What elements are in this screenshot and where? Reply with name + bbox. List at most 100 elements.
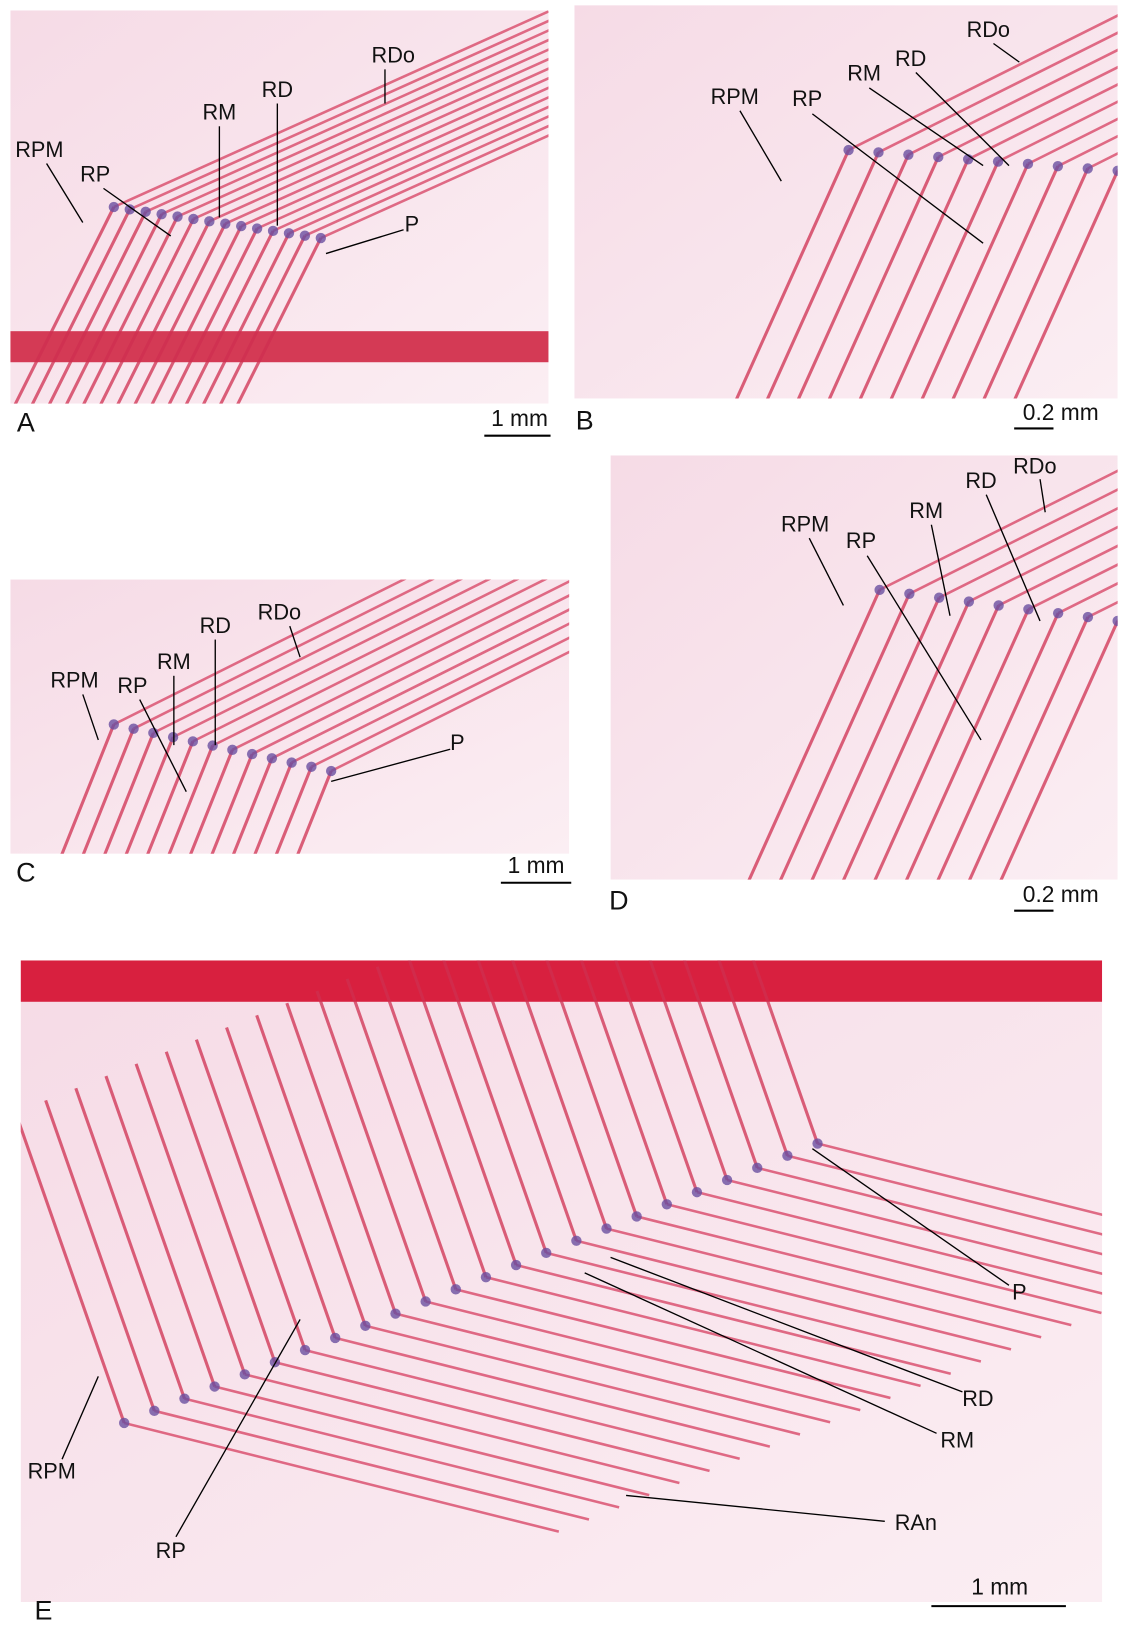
structure-label: RP	[117, 673, 147, 698]
joint	[128, 723, 138, 733]
joint	[511, 1260, 521, 1270]
structure-label: RPM	[15, 137, 63, 162]
joint	[326, 766, 336, 776]
structure-label: P	[405, 211, 420, 236]
joint	[752, 1163, 762, 1173]
panel: RDo RD RM RPM RP B 0.2 mm	[574, 0, 1128, 481]
joint	[188, 736, 198, 746]
joint	[149, 1406, 159, 1416]
structure-label: RM	[909, 498, 943, 523]
joint	[964, 596, 974, 606]
structure-label: RM	[940, 1427, 974, 1452]
structure-label: RP	[846, 528, 876, 553]
joint	[662, 1199, 672, 1209]
joint	[481, 1272, 491, 1282]
joint	[933, 152, 943, 162]
joint	[903, 150, 913, 160]
structure-label: P	[1012, 1279, 1027, 1304]
joint	[1112, 166, 1122, 176]
figure: RDoRDRMRPMRPPA1 mmRDoRDRMRPMRPB0.2 mmRDo…	[0, 0, 1128, 1631]
joint	[1112, 616, 1122, 626]
joint	[451, 1284, 461, 1294]
joint	[601, 1223, 611, 1233]
joint	[207, 740, 217, 750]
joint	[240, 1369, 250, 1379]
specimen-photo	[16, 833, 1128, 1602]
joint	[993, 600, 1003, 610]
joint	[571, 1236, 581, 1246]
structure-label: RD	[962, 1386, 993, 1411]
joint	[119, 1418, 129, 1428]
joint	[904, 589, 914, 599]
joint	[722, 1175, 732, 1185]
joint	[188, 214, 198, 224]
joint	[172, 211, 182, 221]
joint	[843, 145, 853, 155]
joint	[1023, 159, 1033, 169]
joint	[360, 1321, 370, 1331]
joint	[316, 233, 326, 243]
structure-label: P	[450, 730, 465, 755]
structure-label: RM	[847, 60, 881, 85]
joint	[812, 1138, 822, 1148]
panel-letter: D	[609, 886, 628, 916]
structure-label: RP	[80, 162, 110, 187]
joint	[1083, 612, 1093, 622]
joint	[109, 202, 119, 212]
structure-label: RP	[156, 1538, 186, 1563]
joint	[1053, 608, 1063, 618]
structure-label: RM	[203, 100, 237, 125]
structure-label: RD	[895, 46, 926, 71]
joint	[168, 732, 178, 742]
joint	[267, 753, 277, 763]
joint	[252, 223, 262, 233]
fin-ray	[1118, 0, 1128, 171]
structure-label: RDo	[258, 599, 301, 624]
panel-letter: B	[576, 405, 594, 435]
joint	[934, 592, 944, 602]
joint	[179, 1393, 189, 1403]
photo-background	[574, 5, 1117, 398]
scale-label: 1 mm	[491, 405, 548, 431]
joint	[1083, 163, 1093, 173]
joint	[874, 585, 884, 595]
joint	[300, 230, 310, 240]
joint	[782, 1151, 792, 1161]
joint	[268, 226, 278, 236]
scale-label: 1 mm	[508, 852, 565, 878]
structure-label: RP	[792, 86, 822, 111]
joint	[631, 1211, 641, 1221]
joint	[284, 228, 294, 238]
structure-label: RDo	[967, 17, 1010, 42]
joint	[247, 749, 257, 759]
structure-label: RPM	[781, 511, 829, 536]
panel-letter: E	[34, 1595, 52, 1625]
structure-label: RAn	[895, 1510, 937, 1535]
structure-label: RDo	[372, 43, 415, 68]
scale-label: 0.2 mm	[1023, 881, 1099, 907]
joint	[420, 1296, 430, 1306]
joint	[1053, 161, 1063, 171]
structure-label: RDo	[1013, 454, 1056, 479]
scale-label: 0.2 mm	[1023, 399, 1099, 425]
joint	[209, 1381, 219, 1391]
photo-background	[21, 960, 1102, 1602]
structure-label: RPM	[50, 668, 98, 693]
joint	[227, 745, 237, 755]
structure-label: RPM	[28, 1458, 76, 1483]
joint	[236, 221, 246, 231]
joint	[541, 1248, 551, 1258]
joint	[220, 219, 230, 229]
panel: P RD RM RAn RPM RP E 1 mm	[16, 833, 1128, 1625]
joint	[286, 757, 296, 767]
panel: RDo RD RM RPM RP D 0.2 mm	[609, 373, 1128, 932]
joint	[390, 1308, 400, 1318]
structure-label: RD	[262, 77, 293, 102]
structure-label: RD	[965, 468, 996, 493]
panel-letter: C	[16, 858, 35, 888]
joint	[109, 719, 119, 729]
structure-label: RPM	[711, 84, 759, 109]
joint	[692, 1187, 702, 1197]
panel-letter: A	[17, 407, 35, 437]
joint	[300, 1345, 310, 1355]
